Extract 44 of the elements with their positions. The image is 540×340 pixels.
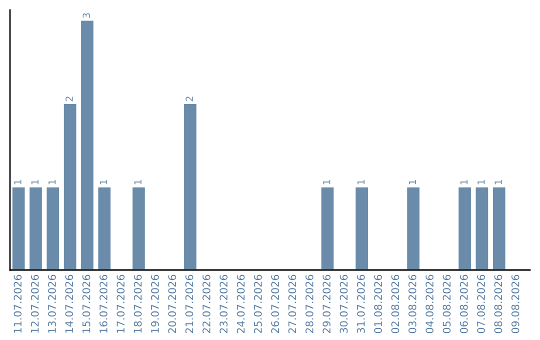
data-label: 2 xyxy=(186,96,193,102)
x-tick-label: 23.07.2026 xyxy=(220,274,228,334)
x-tick-label: 26.07.2026 xyxy=(271,274,280,334)
data-label: 1 xyxy=(14,180,22,184)
x-tick-label: 30.07.2026 xyxy=(340,274,348,334)
x-tick-label: 27.07.2026 xyxy=(288,274,296,334)
data-label: 1 xyxy=(478,180,485,184)
x-tick-label: 17.07.2026 xyxy=(116,274,125,333)
x-tick-label: 02.08.2026 xyxy=(391,274,400,334)
x-tick-label: 15.07.2026 xyxy=(82,274,90,333)
data-label: 3 xyxy=(82,13,90,18)
data-label: 1 xyxy=(134,180,142,184)
x-tick-label: 19.07.2026 xyxy=(151,274,159,333)
x-tick-label: 28.07.2026 xyxy=(305,274,314,334)
data-label: 1 xyxy=(31,180,38,184)
data-label: 1 xyxy=(408,180,416,184)
data-label: 1 xyxy=(357,180,364,184)
x-tick-label: 06.08.2026 xyxy=(460,274,468,334)
x-tick-label: 11.07.2026 xyxy=(14,274,22,333)
x-tick-label: 16.07.2026 xyxy=(100,274,108,333)
x-tick-label: 12.07.2026 xyxy=(30,274,39,333)
x-tick-label: 04.08.2026 xyxy=(426,274,434,334)
x-tick-label: 21.07.2026 xyxy=(185,274,194,334)
data-label: 1 xyxy=(48,180,56,184)
x-tick-label: 18.07.2026 xyxy=(134,274,142,333)
x-tick-label: 05.08.2026 xyxy=(442,274,451,334)
data-label: 1 xyxy=(494,180,502,184)
data-label: 1 xyxy=(100,180,108,184)
x-tick-label: 13.07.2026 xyxy=(48,274,56,333)
x-tick-label: 03.08.2026 xyxy=(408,274,416,334)
x-tick-label: 24.07.2026 xyxy=(236,274,245,334)
x-tick-label: 22.07.2026 xyxy=(202,274,210,334)
data-label: 1 xyxy=(323,180,330,184)
x-tick-label: 29.07.2026 xyxy=(322,274,331,334)
x-tick-label: 14.07.2026 xyxy=(65,274,74,333)
x-tick-label: 31.07.2026 xyxy=(356,274,365,334)
data-label: 2 xyxy=(66,96,73,102)
x-tick-label: 07.08.2026 xyxy=(477,274,485,334)
x-tick-label: 01.08.2026 xyxy=(374,274,382,334)
data-label: 1 xyxy=(460,180,468,184)
x-tick-label: 09.08.2026 xyxy=(511,274,520,334)
x-tick-label: 25.07.2026 xyxy=(254,274,262,334)
x-tick-label: 20.07.2026 xyxy=(168,274,176,334)
x-tick-label: 08.08.2026 xyxy=(494,274,502,334)
